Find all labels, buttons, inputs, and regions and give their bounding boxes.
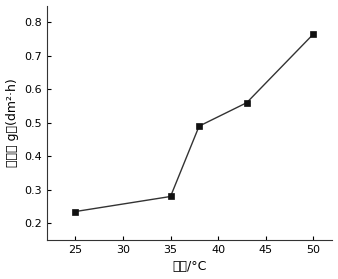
X-axis label: 温度/°C: 温度/°C [172,260,207,273]
Y-axis label: 镀速／ g／(dm²·h): 镀速／ g／(dm²·h) [5,78,19,167]
